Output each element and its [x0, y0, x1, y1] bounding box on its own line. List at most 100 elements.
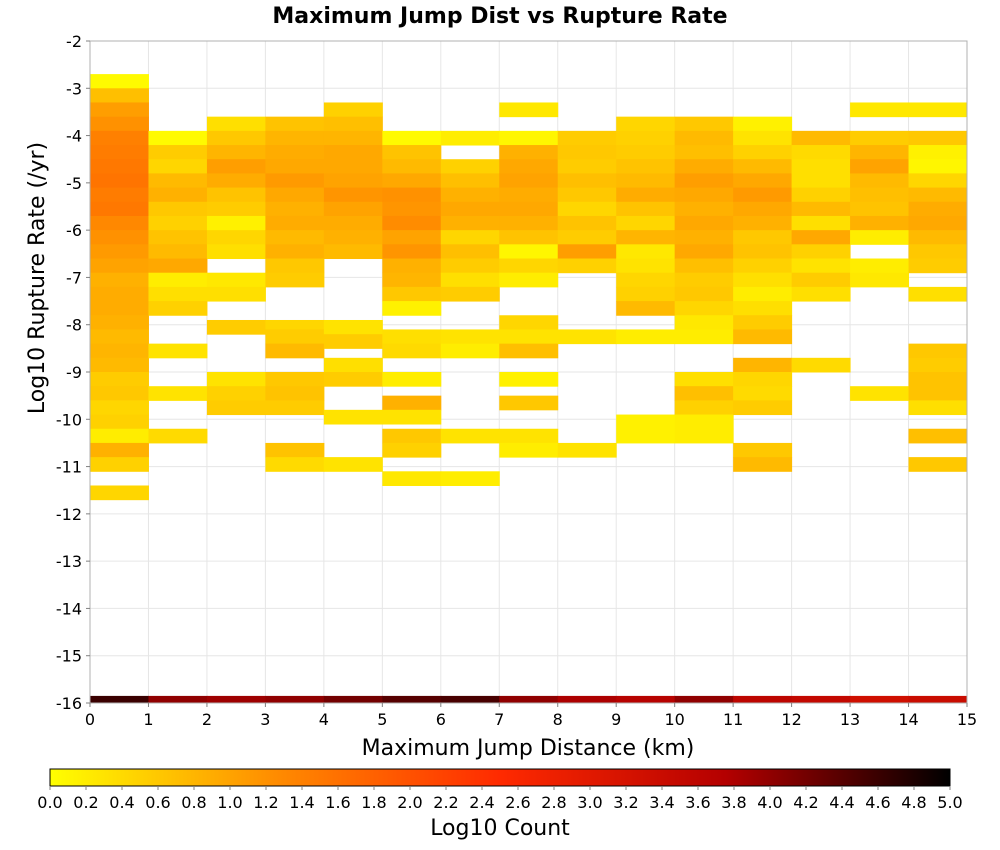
heatmap-cell — [440, 286, 500, 302]
heatmap-cell — [557, 244, 617, 260]
heatmap-cell — [90, 343, 149, 359]
heatmap-cell — [148, 343, 208, 359]
colorbar-tick-label: 2.2 — [433, 793, 458, 812]
heatmap-cell — [557, 695, 617, 703]
colorbar-tick-label: 1.0 — [217, 793, 242, 812]
heatmap-cell — [440, 258, 500, 274]
x-axis-label: Maximum Jump Distance (km) — [362, 736, 695, 761]
colorbar-tick-label: 2.6 — [505, 793, 530, 812]
heatmap-cell — [499, 442, 559, 458]
heatmap-cell — [90, 173, 149, 189]
heatmap-cell — [733, 244, 793, 260]
heatmap-cell — [908, 357, 968, 373]
colorbar-tick-label: 4.8 — [901, 793, 926, 812]
heatmap-cell — [148, 159, 208, 174]
colorbar-tick-label: 5.0 — [937, 793, 962, 812]
heatmap-cell — [265, 372, 325, 387]
heatmap-cell — [90, 187, 149, 203]
colorbar-tick-label: 3.2 — [613, 793, 638, 812]
heatmap-cell — [733, 159, 793, 174]
heatmap-cell — [382, 173, 442, 189]
heatmap-cell — [148, 258, 208, 274]
heatmap-cell — [382, 187, 442, 203]
x-tick-label: 3 — [260, 710, 270, 729]
heatmap-cell — [674, 215, 734, 231]
heatmap-cell — [850, 386, 910, 401]
heatmap-cell — [499, 215, 559, 231]
heatmap-cell — [908, 130, 968, 146]
heatmap-cell — [674, 258, 734, 274]
colorbar-tick-label: 1.8 — [361, 793, 386, 812]
heatmap-cell — [908, 400, 968, 416]
heatmap-cell — [265, 329, 325, 345]
heatmap-cell — [674, 414, 734, 430]
heatmap-cell — [90, 400, 149, 416]
y-tick-label: -7 — [66, 268, 82, 287]
heatmap-cell — [616, 258, 676, 274]
heatmap-cell — [265, 343, 325, 359]
heatmap-cell — [440, 329, 500, 345]
heatmap-cell — [148, 695, 208, 703]
colorbar-tick-label: 3.6 — [685, 793, 710, 812]
heatmap-cell — [850, 201, 910, 217]
heatmap-cell — [323, 695, 383, 703]
heatmap-cell — [206, 230, 266, 245]
heatmap-cell — [265, 173, 325, 189]
heatmap-cell — [382, 244, 442, 260]
heatmap-cell — [323, 319, 383, 335]
heatmap-cell — [206, 173, 266, 189]
heatmap-cell — [265, 386, 325, 401]
heatmap-cell — [674, 145, 734, 160]
heatmap-cell — [90, 244, 149, 260]
x-tick-label: 8 — [553, 710, 563, 729]
heatmap-cell — [908, 173, 968, 189]
heatmap-cell — [382, 159, 442, 174]
heatmap-cell — [206, 695, 266, 703]
heatmap-cell — [908, 244, 968, 260]
heatmap-cell — [382, 130, 442, 146]
heatmap-cell — [616, 187, 676, 203]
heatmap-cell — [733, 442, 793, 458]
heatmap-cell — [791, 230, 851, 245]
heatmap-cell — [733, 116, 793, 132]
colorbar-tick-label: 3.8 — [721, 793, 746, 812]
heatmap-cell — [382, 145, 442, 160]
heatmap-cell — [90, 315, 149, 330]
heatmap-cell — [323, 457, 383, 472]
x-tick-label: 11 — [723, 710, 743, 729]
heatmap-cell — [90, 414, 149, 430]
heatmap-cell — [674, 201, 734, 217]
heatmap-cell — [90, 145, 149, 160]
heatmap-cell — [616, 329, 676, 345]
heatmap-cell — [499, 395, 559, 411]
heatmap-cell — [90, 272, 149, 288]
heatmap-cell — [908, 187, 968, 203]
heatmap-cell — [90, 88, 149, 103]
heatmap-cell — [791, 272, 851, 288]
heatmap-cell — [90, 116, 149, 132]
heatmap-cell — [440, 187, 500, 203]
heatmap-cell — [382, 215, 442, 231]
heatmap-cell — [265, 215, 325, 231]
heatmap-cell — [616, 215, 676, 231]
heatmap-cell — [206, 386, 266, 401]
heatmap-cell — [499, 695, 559, 703]
heatmap-cell — [908, 215, 968, 231]
heatmap-cell — [499, 315, 559, 330]
heatmap-cell — [382, 428, 442, 444]
heatmap-cell — [90, 329, 149, 345]
heatmap-cell — [733, 400, 793, 416]
heatmap-cell — [265, 201, 325, 217]
x-tick-label: 7 — [494, 710, 504, 729]
colorbar-tick-label: 3.0 — [577, 793, 602, 812]
heatmap-cell — [616, 230, 676, 245]
heatmap-cell — [733, 215, 793, 231]
heatmap-cell — [499, 428, 559, 444]
heatmap-cell — [206, 244, 266, 260]
heatmap-cell — [90, 442, 149, 458]
heatmap-cell — [674, 272, 734, 288]
heatmap-cell — [90, 74, 149, 89]
heatmap-cell — [382, 201, 442, 217]
heatmap-cell — [440, 272, 500, 288]
x-tick-label: 15 — [957, 710, 977, 729]
